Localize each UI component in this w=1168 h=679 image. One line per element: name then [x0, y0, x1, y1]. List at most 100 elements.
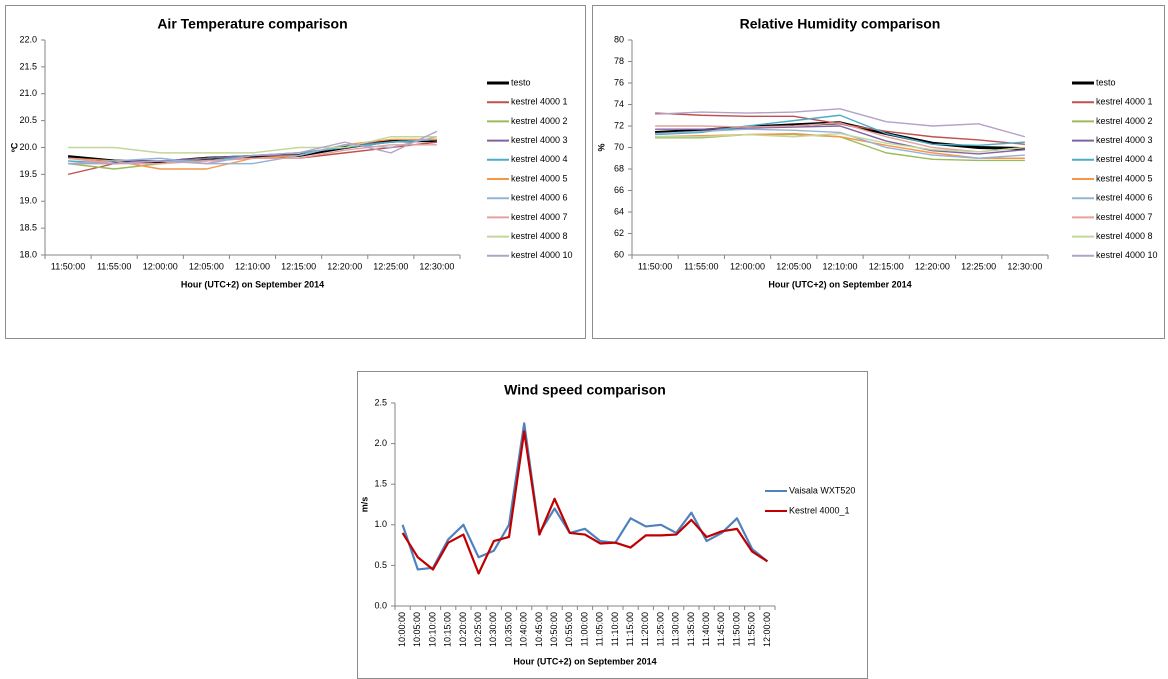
x-tick-label: 11:55:00	[684, 261, 718, 271]
x-tick-label: 12:05:00	[189, 261, 224, 271]
x-tick-label: 10:50:00	[549, 612, 559, 647]
chart-title: Air Temperature comparison	[157, 16, 347, 32]
x-tick-label: 11:55:00	[97, 261, 131, 271]
y-axis-label: m/s	[359, 497, 369, 513]
series-line	[655, 125, 1025, 155]
y-tick-label: 19.0	[19, 196, 37, 206]
y-tick-label: 21.5	[19, 61, 37, 71]
x-tick-label: 10:45:00	[534, 612, 544, 647]
y-tick-label: 64	[614, 206, 624, 216]
chart-title: Wind speed comparison	[504, 382, 666, 398]
x-tick-label: 11:40:00	[701, 612, 711, 646]
y-tick-label: 2.5	[374, 397, 387, 407]
series-line	[655, 108, 1026, 138]
y-tick-label: 2.0	[374, 438, 387, 448]
x-tick-label: 12:30:00	[419, 261, 454, 271]
legend-label: kestrel 4000 5	[1096, 173, 1153, 183]
y-tick-label: 0.0	[374, 600, 387, 610]
y-axis-label: %	[596, 143, 606, 151]
x-tick-label: 10:00:00	[397, 612, 407, 647]
x-tick-label: 11:30:00	[671, 612, 681, 646]
series-line	[655, 132, 1025, 159]
y-tick-label: 70	[614, 142, 624, 152]
legend-label: kestrel 4000 3	[511, 135, 568, 145]
y-tick-label: 78	[614, 56, 624, 66]
x-axis-label: Hour (UTC+2) on September 2014	[768, 279, 911, 289]
y-tick-label: 76	[614, 77, 624, 87]
legend-label: kestrel 4000 6	[511, 193, 568, 203]
x-axis-label: Hour (UTC+2) on September 2014	[513, 656, 656, 666]
legend-label: kestrel 4000 8	[1096, 231, 1153, 241]
legend-label: kestrel 4000 7	[511, 212, 568, 222]
y-tick-label: 20.5	[19, 115, 37, 125]
legend-label: testo	[511, 77, 531, 87]
x-tick-label: 12:15:00	[869, 261, 904, 271]
chart: Air Temperature comparison 18.0 18.5 19.0 19…	[5, 5, 586, 339]
x-tick-label: 10:15:00	[443, 612, 453, 647]
x-tick-label: 12:25:00	[373, 261, 408, 271]
x-tick-label: 10:30:00	[488, 612, 498, 647]
legend-label: kestrel 4000 6	[1096, 193, 1153, 203]
x-tick-label: 11:05:00	[595, 612, 605, 646]
x-tick-label: 12:10:00	[235, 261, 270, 271]
series-line	[68, 136, 437, 154]
chart-frame	[5, 5, 586, 339]
y-tick-label: 19.5	[19, 169, 37, 179]
x-tick-label: 10:20:00	[458, 612, 468, 647]
x-tick-label: 11:50:00	[638, 261, 672, 271]
x-tick-label: 11:10:00	[610, 612, 620, 646]
y-tick-label: 1.5	[374, 479, 387, 489]
x-tick-label: 12:20:00	[915, 261, 950, 271]
y-tick-label: 66	[614, 185, 624, 195]
x-tick-label: 12:00:00	[762, 612, 772, 647]
legend-label: Kestrel 4000_1	[789, 505, 850, 515]
y-tick-label: 18.0	[19, 249, 37, 259]
legend-label: kestrel 4000 4	[1096, 154, 1153, 164]
legend-label: kestrel 4000 3	[1096, 135, 1153, 145]
chart: Wind speed comparison 0.0 0.5 1.0 1.5 2.0 2.5 1…	[357, 371, 868, 679]
x-tick-label: 11:35:00	[686, 612, 696, 646]
x-tick-label: 10:55:00	[564, 612, 574, 647]
series-line	[401, 422, 769, 571]
x-tick-label: 10:40:00	[519, 612, 529, 647]
x-axis-label: Hour (UTC+2) on September 2014	[181, 279, 324, 289]
x-tick-label: 11:55:00	[747, 612, 757, 646]
y-tick-label: 20.0	[19, 142, 37, 152]
legend-label: kestrel 4000 2	[1096, 116, 1153, 126]
x-tick-label: 12:30:00	[1007, 261, 1042, 271]
legend-label: testo	[1096, 77, 1116, 87]
x-tick-label: 11:15:00	[625, 612, 635, 646]
x-tick-label: 10:05:00	[412, 612, 422, 647]
series-line	[655, 132, 1025, 153]
series-line	[67, 144, 437, 165]
x-tick-label: 12:00:00	[143, 261, 178, 271]
legend-label: kestrel 4000 4	[511, 154, 568, 164]
x-tick-label: 12:10:00	[822, 261, 857, 271]
series-line	[68, 130, 438, 165]
x-tick-label: 12:15:00	[281, 261, 316, 271]
x-tick-label: 12:05:00	[776, 261, 811, 271]
legend-label: kestrel 4000 7	[1096, 212, 1153, 222]
legend-label: kestrel 4000 10	[511, 250, 573, 260]
y-tick-label: 60	[614, 249, 624, 259]
x-tick-label: 11:20:00	[640, 612, 650, 646]
legend-label: kestrel 4000 2	[511, 116, 568, 126]
chart: Relative Humidity comparison 60 62 64 66 68 70…	[592, 5, 1165, 339]
y-tick-label: 68	[614, 163, 624, 173]
chart-frame	[357, 371, 868, 679]
chart-title: Relative Humidity comparison	[740, 16, 941, 32]
x-tick-label: 10:25:00	[473, 612, 483, 647]
x-tick-label: 11:45:00	[716, 612, 726, 646]
legend-label: kestrel 4000 10	[1096, 250, 1158, 260]
y-tick-label: 72	[614, 120, 624, 130]
legend-label: Vaisala WXT520	[789, 485, 855, 495]
x-tick-label: 12:00:00	[730, 261, 765, 271]
legend-label: kestrel 4000 1	[511, 97, 568, 107]
x-tick-label: 11:50:00	[51, 261, 85, 271]
legend-label: kestrel 4000 8	[511, 231, 568, 241]
y-tick-label: 0.5	[374, 560, 387, 570]
y-axis-label: ºC	[9, 142, 19, 152]
series-line	[655, 122, 1025, 153]
y-tick-label: 21.0	[19, 88, 37, 98]
